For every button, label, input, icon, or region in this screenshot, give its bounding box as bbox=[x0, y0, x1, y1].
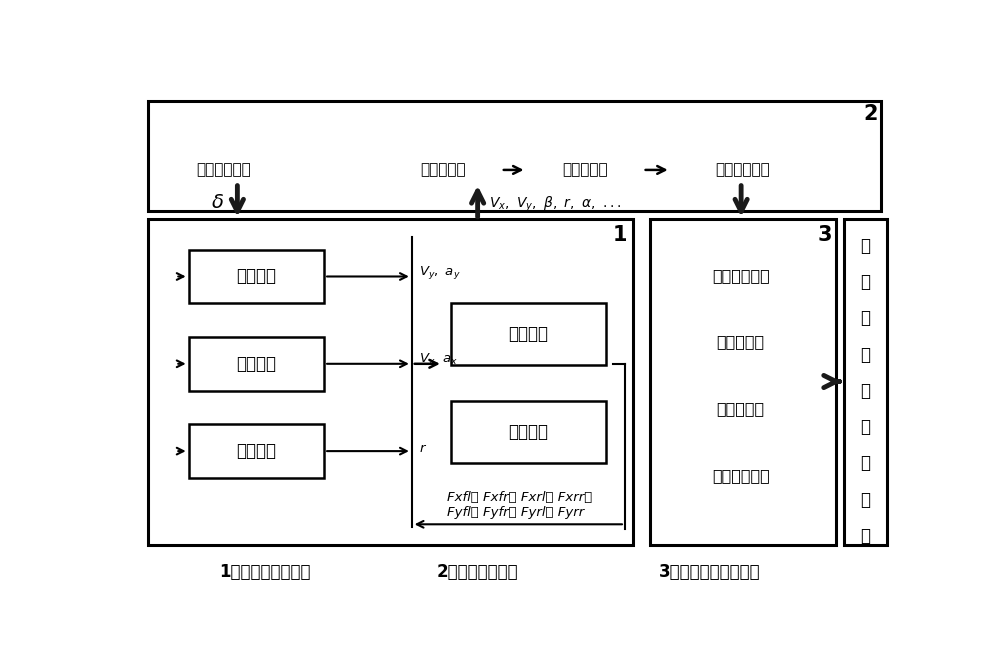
Text: 道: 道 bbox=[861, 454, 871, 472]
Bar bbox=[443, 285, 613, 483]
Text: $V_x\ \ a_x$: $V_x\ \ a_x$ bbox=[419, 352, 458, 368]
Text: 轨: 轨 bbox=[861, 490, 871, 508]
Text: 1: 1 bbox=[613, 225, 627, 245]
Text: 控制序列采样: 控制序列采样 bbox=[196, 163, 251, 177]
Text: 动: 动 bbox=[861, 237, 871, 255]
Bar bbox=[189, 337, 324, 391]
Text: 车身纵向: 车身纵向 bbox=[236, 355, 276, 373]
Text: 换: 换 bbox=[861, 418, 871, 436]
Text: $\delta$: $\delta$ bbox=[211, 193, 224, 212]
Text: 优: 优 bbox=[861, 382, 871, 400]
Text: 车身横摆: 车身横摆 bbox=[236, 442, 276, 460]
Text: 3、目标函数优化模块: 3、目标函数优化模块 bbox=[659, 563, 761, 581]
Bar bbox=[148, 101, 881, 211]
Bar bbox=[661, 252, 820, 298]
Bar bbox=[844, 219, 887, 545]
Text: Fxfl， Fxfr， Fxrl， Fxrr，
Fyfl， Fyfr， Fyrl， Fyrr: Fxfl， Fxfr， Fxrl， Fxrr， Fyfl， Fyfr， Fyrl… bbox=[447, 491, 592, 519]
Text: 2、轨迹生成模块: 2、轨迹生成模块 bbox=[437, 563, 518, 581]
Text: $V_y,\ a_y$: $V_y,\ a_y$ bbox=[419, 263, 460, 281]
Text: 轮胎模型: 轮胎模型 bbox=[508, 423, 548, 441]
Bar bbox=[385, 144, 501, 195]
Bar bbox=[661, 319, 820, 365]
Text: 2: 2 bbox=[864, 104, 878, 124]
Bar bbox=[189, 424, 324, 478]
Text: 舒适性成本: 舒适性成本 bbox=[717, 402, 765, 416]
Bar bbox=[656, 234, 830, 530]
Bar bbox=[450, 401, 606, 463]
Text: 车身横向: 车身横向 bbox=[236, 267, 276, 285]
Text: 学: 学 bbox=[861, 309, 871, 327]
Text: 轨迹安全检查: 轨迹安全检查 bbox=[715, 163, 770, 177]
Text: 运动学轨迹: 运动学轨迹 bbox=[420, 163, 466, 177]
Text: $r$: $r$ bbox=[419, 442, 427, 456]
Text: 成本权重分配: 成本权重分配 bbox=[712, 267, 770, 283]
Bar bbox=[175, 234, 412, 530]
Bar bbox=[526, 144, 643, 195]
Bar bbox=[661, 452, 820, 499]
Bar bbox=[650, 219, 836, 545]
Text: 换道效率成本: 换道效率成本 bbox=[712, 468, 770, 483]
Text: 力: 力 bbox=[861, 273, 871, 291]
Text: $V_x,\ V_y,\ \beta,\ r,\ \alpha,\ ...$: $V_x,\ V_y,\ \beta,\ r,\ \alpha,\ ...$ bbox=[489, 195, 621, 214]
Bar bbox=[189, 249, 324, 303]
Bar bbox=[450, 303, 606, 365]
Text: 3: 3 bbox=[817, 225, 832, 245]
Text: 最: 最 bbox=[861, 346, 871, 364]
Text: 迹: 迹 bbox=[861, 527, 871, 545]
Bar bbox=[148, 219, 633, 545]
Text: 车轮模型: 车轮模型 bbox=[508, 325, 548, 344]
Text: 1、车辆动力学模块: 1、车辆动力学模块 bbox=[219, 563, 310, 581]
Bar bbox=[160, 144, 288, 195]
Bar bbox=[661, 386, 820, 432]
Text: 操稳性成本: 操稳性成本 bbox=[717, 334, 765, 350]
Bar bbox=[671, 144, 814, 195]
Text: 轨迹参数化: 轨迹参数化 bbox=[562, 163, 607, 177]
